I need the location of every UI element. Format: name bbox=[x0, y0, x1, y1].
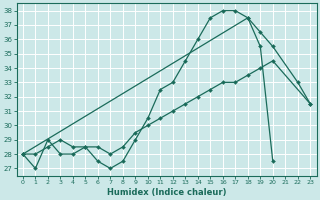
X-axis label: Humidex (Indice chaleur): Humidex (Indice chaleur) bbox=[107, 188, 226, 197]
